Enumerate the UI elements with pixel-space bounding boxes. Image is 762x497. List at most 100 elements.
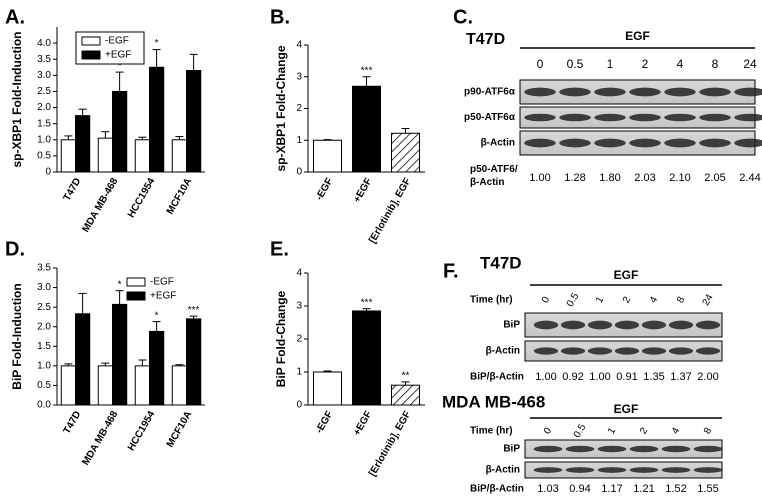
y-tick-label: 1 bbox=[296, 135, 302, 146]
panel-label: F. bbox=[443, 260, 459, 282]
blot-band bbox=[629, 138, 661, 148]
blot-band bbox=[629, 87, 661, 97]
panel-label: E. bbox=[270, 238, 289, 260]
blot-band bbox=[693, 445, 723, 453]
blot-band bbox=[533, 445, 563, 453]
blot-band bbox=[594, 87, 626, 97]
blot-band bbox=[565, 445, 595, 453]
blot-band bbox=[597, 445, 627, 453]
blot-band bbox=[524, 138, 556, 148]
blot-band bbox=[668, 320, 694, 330]
blot-band bbox=[664, 87, 696, 97]
blot-band bbox=[661, 467, 691, 473]
blot-band bbox=[533, 467, 563, 473]
lane-label: 2 bbox=[638, 426, 651, 437]
significance: * bbox=[118, 279, 122, 290]
treatment: EGF bbox=[625, 29, 650, 43]
blot-band bbox=[629, 445, 659, 453]
y-tick-label: 1 bbox=[296, 367, 302, 378]
legend-label: +EGF bbox=[105, 50, 131, 61]
quant-label: BiP/β-Actin bbox=[470, 484, 524, 495]
bar bbox=[352, 310, 381, 406]
blot-band bbox=[695, 320, 721, 330]
row-label: β-Actin bbox=[481, 138, 515, 149]
blot-band bbox=[664, 113, 696, 122]
blot-band bbox=[699, 87, 731, 97]
bar bbox=[134, 365, 150, 406]
lane-label: 1 bbox=[606, 426, 619, 437]
significance: *** bbox=[361, 297, 373, 308]
blot-band bbox=[587, 347, 613, 355]
bar bbox=[313, 139, 342, 173]
blot-band bbox=[629, 113, 661, 122]
lane-label: 0.5 bbox=[567, 57, 584, 71]
legend-label: -EGF bbox=[150, 277, 174, 288]
blot-band bbox=[559, 87, 591, 97]
y-tick-label: 0 bbox=[45, 167, 51, 178]
quant-value: 0.91 bbox=[616, 371, 637, 383]
x-tick-label: [Erlotinib], EGF bbox=[367, 176, 413, 245]
blot-band bbox=[524, 113, 556, 122]
quant-value: 1.52 bbox=[665, 483, 686, 495]
row-label: β-Actin bbox=[486, 346, 520, 357]
blot-band bbox=[734, 113, 762, 122]
lane-label: 0 bbox=[537, 57, 544, 71]
blot-band bbox=[597, 467, 627, 473]
x-tick-label: -EGF bbox=[314, 176, 335, 202]
y-axis-label: sp-XBP1 Fold-Induction bbox=[10, 32, 24, 168]
x-tick-label: +EGF bbox=[352, 409, 375, 437]
quant-value: 2.05 bbox=[704, 172, 725, 184]
blot-band bbox=[565, 467, 595, 473]
lane-label: 4 bbox=[670, 426, 683, 437]
quant-value: 1.55 bbox=[697, 483, 718, 495]
bar bbox=[60, 365, 76, 406]
quant-value: 1.35 bbox=[643, 371, 664, 383]
lane-label: 1 bbox=[607, 57, 614, 71]
significance: * bbox=[155, 38, 159, 49]
blot-band bbox=[661, 445, 691, 453]
legend-swatch bbox=[126, 291, 146, 301]
bar bbox=[391, 132, 420, 173]
quant-value: 1.21 bbox=[633, 483, 654, 495]
significance: ** bbox=[402, 371, 410, 382]
blot-band bbox=[533, 347, 559, 355]
blot-band bbox=[699, 138, 731, 148]
x-tick-label: +EGF bbox=[352, 176, 375, 204]
y-tick-label: 2.0 bbox=[37, 321, 51, 332]
blot-band bbox=[641, 347, 667, 355]
legend-label: -EGF bbox=[105, 36, 129, 47]
bar bbox=[75, 115, 91, 173]
x-tick-label: T47D bbox=[62, 409, 84, 436]
lane-label: 8 bbox=[702, 426, 715, 437]
blot-band bbox=[559, 138, 591, 148]
treatment: EGF bbox=[614, 402, 639, 416]
quant-label: p50-ATF6/ bbox=[470, 164, 518, 175]
y-tick-label: 3.0 bbox=[37, 70, 51, 81]
significance: * bbox=[118, 61, 122, 72]
lane-label: 0 bbox=[540, 295, 553, 306]
y-tick-label: 2 bbox=[296, 334, 302, 345]
quant-value: 1.17 bbox=[601, 483, 622, 495]
lane-label: 1 bbox=[594, 295, 607, 306]
bar bbox=[352, 85, 381, 173]
x-tick-label: MCF10A bbox=[165, 176, 195, 216]
blot-band bbox=[587, 320, 613, 330]
y-tick-label: 3.5 bbox=[37, 54, 51, 65]
bar bbox=[186, 318, 202, 406]
quant-value: 0.92 bbox=[562, 371, 583, 383]
lane-label: 4 bbox=[677, 57, 684, 71]
blot-band bbox=[533, 320, 559, 330]
lane-label: 24 bbox=[701, 292, 716, 308]
bar bbox=[171, 139, 187, 173]
y-tick-label: 2.5 bbox=[37, 86, 51, 97]
time-label: Time (hr) bbox=[470, 295, 513, 306]
y-tick-label: 3.5 bbox=[37, 263, 51, 274]
y-axis-label: BiP Fold-Induction bbox=[10, 283, 24, 389]
x-tick-label: T47D bbox=[62, 176, 84, 203]
blot-band bbox=[559, 113, 591, 122]
legend-swatch bbox=[81, 36, 101, 46]
quant-value: 1.00 bbox=[535, 371, 556, 383]
bar bbox=[60, 139, 76, 173]
quant-value: 1.00 bbox=[589, 371, 610, 383]
